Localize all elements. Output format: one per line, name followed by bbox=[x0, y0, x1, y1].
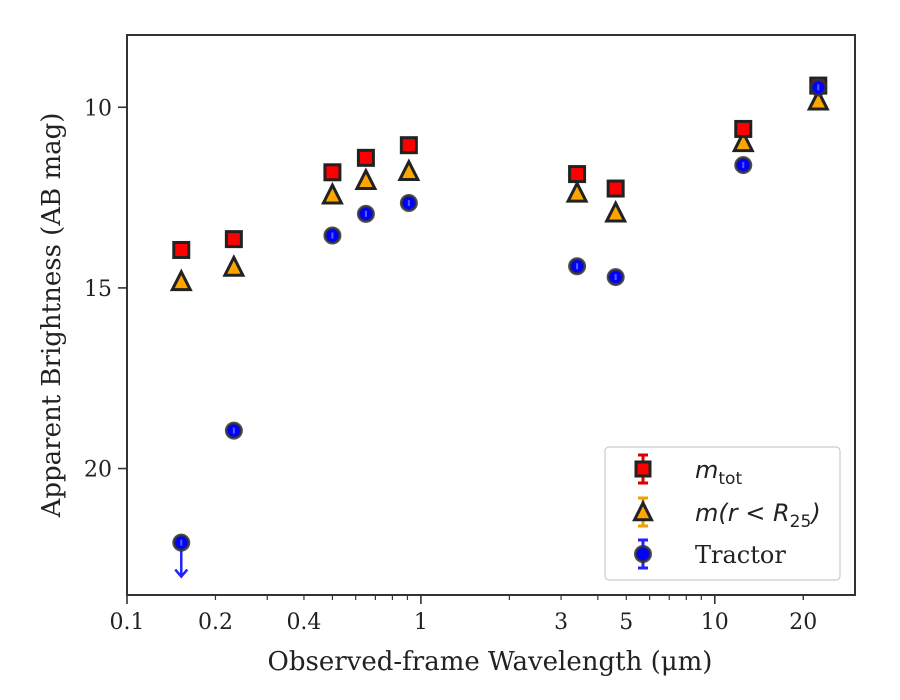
legend-label-tractor: Tractor bbox=[695, 541, 786, 569]
x-axis: 0.1 0.2 0.4 1 3 5 10 20 bbox=[110, 595, 817, 635]
legend: mtot m(r < R25) Tractor bbox=[604, 446, 841, 581]
legend-mr25-c: ) bbox=[809, 499, 820, 527]
legend-mr25-a: m bbox=[695, 499, 718, 527]
mtot-marker bbox=[734, 119, 753, 138]
mtot-marker bbox=[606, 179, 625, 198]
m-r25-marker bbox=[222, 254, 246, 277]
x-tick-label: 20 bbox=[789, 610, 817, 635]
legend-label-mtot: mtot bbox=[695, 456, 742, 489]
x-tick-label: 1 bbox=[414, 610, 428, 635]
mtot-marker bbox=[568, 165, 587, 184]
x-tick-label: 0.2 bbox=[198, 610, 233, 635]
mtot-marker bbox=[356, 148, 375, 167]
legend-mtot-marker bbox=[634, 460, 652, 478]
m-r25-marker bbox=[806, 87, 830, 111]
legend-symbols bbox=[632, 453, 654, 570]
legend-mtot-base: m bbox=[695, 456, 718, 484]
legend-box bbox=[604, 446, 841, 581]
y-axis-title: Apparent Brightness (AB mag) bbox=[37, 113, 67, 519]
legend-label-m-r25: m(r < R25) bbox=[695, 499, 821, 532]
mtot-marker bbox=[399, 136, 418, 155]
data-markers bbox=[169, 76, 830, 579]
y-tick-label: 10 bbox=[84, 96, 112, 121]
mtot-marker bbox=[224, 230, 243, 249]
legend-m-r25-marker bbox=[632, 499, 654, 522]
mtot-marker bbox=[172, 240, 191, 259]
upper-limit-arrow-head bbox=[174, 568, 189, 579]
m-r25-marker bbox=[397, 158, 421, 181]
x-axis-title: Observed-frame Wavelength (μm) bbox=[268, 647, 713, 677]
legend-mr25-b: (r < R bbox=[718, 499, 789, 527]
x-tick-label: 10 bbox=[701, 610, 729, 635]
m-r25-marker bbox=[320, 181, 344, 205]
m-r25-marker bbox=[169, 268, 193, 292]
m-r25-marker bbox=[565, 180, 589, 203]
x-tick-label: 0.4 bbox=[286, 610, 321, 635]
y-tick-label: 20 bbox=[84, 458, 112, 483]
plot-frame bbox=[126, 34, 856, 596]
m-r25-marker bbox=[731, 129, 755, 153]
x-tick-label: 5 bbox=[619, 610, 633, 635]
legend-tractor-marker bbox=[634, 545, 652, 563]
m-r25-marker bbox=[604, 199, 628, 223]
legend-mtot-sub: tot bbox=[718, 469, 742, 489]
m-r25-marker bbox=[354, 167, 378, 191]
legend-mr25-sub: 25 bbox=[790, 512, 812, 532]
y-axis: 10 15 20 bbox=[84, 96, 127, 483]
y-tick-label: 15 bbox=[84, 277, 112, 302]
mtot-marker bbox=[323, 163, 342, 182]
x-tick-label: 0.1 bbox=[110, 610, 145, 635]
plot-area bbox=[126, 34, 856, 596]
x-tick-label: 3 bbox=[554, 610, 568, 635]
